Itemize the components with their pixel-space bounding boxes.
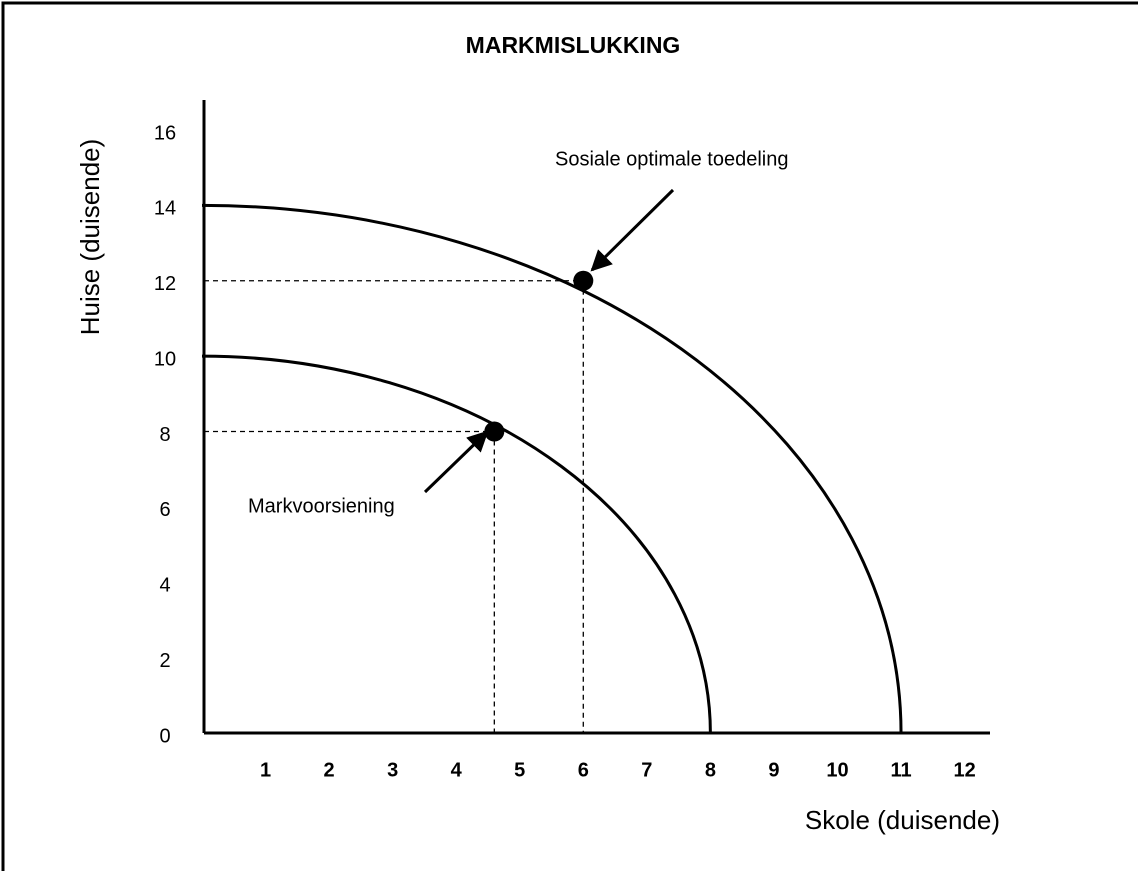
point [573,270,594,291]
annotation-arrow [590,188,675,272]
x-tick-label: 12 [953,759,975,781]
y-tick-label: 6 [159,499,170,521]
x-tick-label: 9 [768,759,779,781]
x-tick-label: 5 [514,759,525,781]
y-tick-label: 2 [159,650,170,672]
x-tick-label: 10 [826,759,848,781]
x-tick-label: 11 [890,759,911,781]
y-tick-label: 10 [154,348,176,370]
x-tick-label: 2 [324,759,335,781]
x-tick-label: 4 [451,759,463,781]
x-tick-label: 8 [705,759,716,781]
point [484,421,505,442]
x-axis-title: Skole (duisende) [805,805,1000,835]
x-tick-label: 3 [387,759,398,781]
y-tick-label: 8 [159,424,170,446]
y-tick-label: 0 [159,725,170,747]
y-axis-title: Huise (duisende) [75,139,105,336]
y-tick-label: 4 [159,575,170,597]
y-tick-label: 16 [154,122,176,144]
x-tick-label: 6 [578,759,589,781]
ppf-curve [201,354,712,734]
y-tick-label: 14 [154,198,176,220]
point-label: Markvoorsiening [248,495,395,517]
x-tick-label: 7 [641,759,652,781]
annotation-arrow [423,430,489,494]
y-tick-label: 12 [154,273,176,295]
point-label: Sosiale optimale toedeling [555,148,789,170]
ppf-curve [201,203,903,734]
chart-title: MARKMISLUKKING [466,32,681,58]
x-tick-label: 1 [260,759,271,781]
